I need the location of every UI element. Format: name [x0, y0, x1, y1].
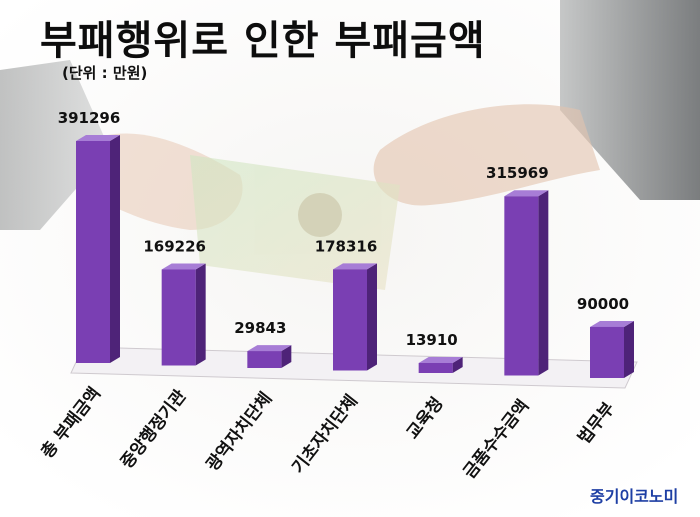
bar-side — [195, 263, 206, 366]
bar-top — [504, 190, 549, 197]
category-label: 기초자치단체 — [288, 391, 362, 477]
data-label: 90000 — [577, 295, 629, 313]
bar — [247, 345, 292, 368]
category-label: 중앙행정기관 — [117, 386, 191, 473]
data-label: 391296 — [58, 109, 121, 127]
data-label: 29843 — [234, 319, 286, 337]
bar-side — [538, 190, 549, 376]
bar-front — [590, 326, 624, 378]
data-label: 178316 — [315, 237, 378, 255]
data-label: 13910 — [406, 331, 458, 349]
bar — [333, 263, 377, 371]
data-label: 315969 — [486, 164, 549, 182]
bar-side — [367, 263, 377, 371]
bar-side — [452, 357, 463, 373]
bar — [76, 135, 120, 363]
category-label: 광역자치단체 — [203, 389, 277, 475]
bar-top — [333, 263, 377, 270]
bar-front — [418, 363, 453, 373]
bar-top — [247, 345, 292, 352]
category-label: 법무부 — [574, 398, 619, 448]
bar-front — [247, 351, 282, 368]
bar-front — [161, 269, 196, 366]
bar-side — [110, 135, 120, 363]
bar — [418, 357, 463, 373]
data-label: 169226 — [143, 237, 206, 255]
bar-front — [333, 269, 367, 371]
brand-logo-text: 중기이코노미 — [590, 487, 679, 506]
bar-top — [418, 357, 463, 363]
bar — [504, 190, 549, 376]
category-label: 총 부패금액 — [37, 384, 105, 463]
bar-top — [76, 135, 120, 141]
bar-front — [504, 196, 539, 376]
bar-top — [590, 320, 634, 327]
category-label: 금품수수금액 — [460, 396, 534, 482]
category-label: 교육청 — [402, 393, 447, 443]
bar-front — [76, 141, 110, 363]
bar-top — [161, 263, 206, 270]
bar — [590, 320, 634, 378]
bar-side — [281, 345, 292, 368]
chart-title: 부패행위로 인한 부패금액 — [40, 18, 486, 64]
bar-side — [624, 320, 634, 378]
unit-note: (단위 : 만원) — [62, 64, 148, 82]
bar — [161, 263, 206, 366]
